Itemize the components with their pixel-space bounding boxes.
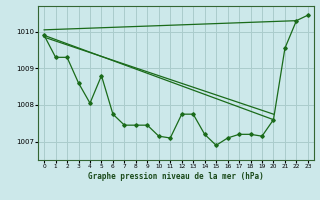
X-axis label: Graphe pression niveau de la mer (hPa): Graphe pression niveau de la mer (hPa) <box>88 172 264 181</box>
